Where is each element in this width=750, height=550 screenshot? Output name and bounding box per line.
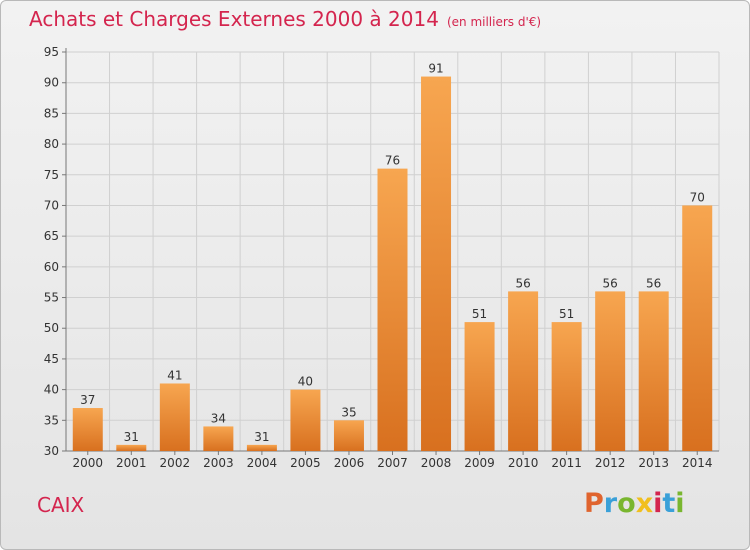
- x-tick-label: 2006: [334, 456, 365, 470]
- y-tick-label: 75: [44, 168, 59, 182]
- data-label: 41: [167, 368, 182, 382]
- x-tick-label: 2012: [595, 456, 626, 470]
- data-labels: 37 31 41 34 31 40 35 76 91 51 56 51 56 56 70: [80, 62, 705, 444]
- data-label: 70: [690, 190, 705, 204]
- x-tick-label: 2005: [290, 456, 321, 470]
- bar: [72, 408, 103, 451]
- bar: [464, 322, 495, 451]
- y-tick-label: 90: [44, 76, 59, 90]
- x-tick-label: 2013: [638, 456, 669, 470]
- bar: [421, 76, 452, 452]
- x-tick-label: 2009: [464, 456, 495, 470]
- y-tick-label: 40: [44, 383, 59, 397]
- logo-letter: t: [662, 488, 676, 519]
- x-tick-label: 2003: [203, 456, 234, 470]
- logo-letter: r: [603, 488, 618, 519]
- bar: [290, 389, 321, 451]
- bar: [595, 291, 626, 451]
- y-tick-label: 65: [44, 229, 59, 243]
- data-label: 40: [298, 375, 313, 389]
- x-tick-label: 2001: [116, 456, 147, 470]
- axes: 30 35 40 45 50 55 60 65 70 75 80 85 90 95 2000 2001 2002…: [44, 45, 719, 470]
- data-label: 56: [603, 276, 618, 290]
- place-name: CAIX: [37, 493, 85, 517]
- data-label: 51: [472, 307, 487, 321]
- x-tick-label: 2008: [421, 456, 452, 470]
- y-tick-label: 35: [44, 413, 59, 427]
- bar: [638, 291, 669, 451]
- bars: [72, 76, 713, 452]
- data-label: 31: [254, 430, 269, 444]
- logo-letter: i: [653, 488, 663, 519]
- data-label: 51: [559, 307, 574, 321]
- data-label: 91: [428, 62, 443, 76]
- x-tick-label: 2010: [508, 456, 539, 470]
- logo-letter: x: [635, 488, 654, 519]
- data-label: 35: [341, 405, 356, 419]
- logo-letter: o: [617, 488, 636, 519]
- bar: [333, 420, 364, 451]
- bar: [508, 291, 539, 451]
- data-label: 34: [211, 411, 226, 425]
- logo-letter: P: [584, 488, 604, 519]
- bar: [159, 383, 190, 451]
- chart-title-text: Achats et Charges Externes 2000 à 2014: [29, 7, 439, 31]
- y-tick-label: 50: [44, 321, 59, 335]
- proxiti-logo: Proxiti: [584, 488, 685, 519]
- data-label: 56: [646, 276, 661, 290]
- y-tick-label: 80: [44, 137, 59, 151]
- y-tick-label: 45: [44, 352, 59, 366]
- y-tick-label: 85: [44, 106, 59, 120]
- x-tick-label: 2002: [160, 456, 191, 470]
- chart-title: Achats et Charges Externes 2000 à 2014 (e…: [29, 7, 541, 31]
- x-tick-label: 2014: [682, 456, 713, 470]
- bar: [551, 322, 582, 451]
- bar: [203, 426, 234, 451]
- logo-letter: i: [675, 488, 685, 519]
- x-tick-label: 2007: [377, 456, 408, 470]
- data-label: 37: [80, 393, 95, 407]
- y-tick-label: 55: [44, 291, 59, 305]
- y-tick-label: 60: [44, 260, 59, 274]
- x-tick-label: 2004: [247, 456, 278, 470]
- chart-subtitle: (en milliers d'€): [446, 15, 542, 29]
- y-tick-label: 70: [44, 198, 59, 212]
- x-tick-label: 2000: [72, 456, 103, 470]
- y-tick-label: 30: [44, 444, 59, 458]
- x-tick-label: 2011: [551, 456, 582, 470]
- bar: [116, 444, 147, 451]
- data-label: 31: [124, 430, 139, 444]
- bar: [246, 444, 277, 451]
- bar: [682, 205, 713, 451]
- data-label: 56: [515, 276, 530, 290]
- data-label: 76: [385, 154, 400, 168]
- y-tick-label: 95: [44, 45, 59, 59]
- bar: [377, 168, 408, 451]
